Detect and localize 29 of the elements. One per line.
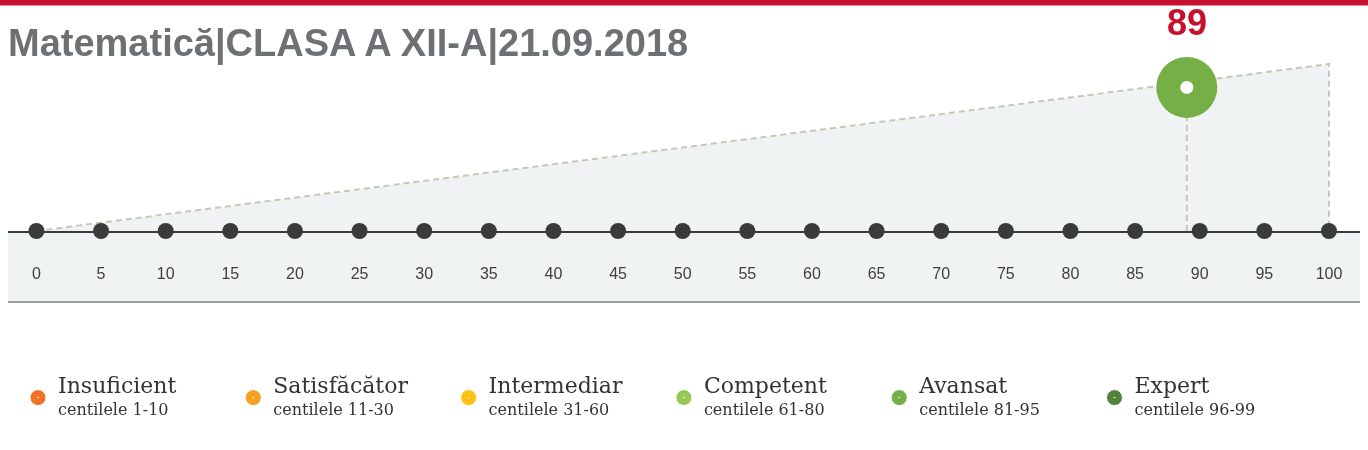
x-tick-label: 50	[673, 265, 692, 283]
x-tick-label: 75	[996, 265, 1015, 283]
x-tick-label: 100	[1315, 265, 1343, 283]
x-tick-label: 40	[544, 265, 563, 283]
x-tick-label: 5	[96, 265, 106, 283]
legend-label: Expert centilele 96-99	[1134, 373, 1256, 420]
x-tick-label: 85	[1126, 265, 1145, 283]
x-tick-label: 95	[1255, 265, 1274, 283]
x-tick-label: 15	[221, 265, 240, 283]
x-tick-label: 55	[738, 265, 757, 283]
x-tick-label: 30	[415, 265, 434, 283]
x-tick-label: 65	[867, 265, 886, 283]
x-tick-label: 10	[156, 265, 175, 283]
x-tick-label: 0	[31, 265, 41, 283]
legend-label: Satisfăcător centilele 11-30	[273, 373, 409, 420]
legend-label: Intermediar centilele 31-60	[488, 373, 623, 420]
annotation: 89	[1167, 2, 1208, 43]
legend-label: Competent centilele 61-80	[703, 373, 827, 420]
x-tick-label: 20	[286, 265, 304, 283]
x-tick-label: 90	[1190, 265, 1209, 283]
x-tick-label: 80	[1061, 265, 1080, 283]
chart-title: Matematică|CLASA A XII-A|21.09.2018	[8, 22, 689, 66]
legend-label: Insuficient centilele 1-10	[58, 373, 177, 420]
x-tick-label: 35	[479, 265, 498, 283]
x-tick-label: 45	[609, 265, 628, 283]
x-tick-label: 25	[350, 265, 369, 283]
x-tick-label: 70	[932, 265, 951, 283]
x-tick-label: 60	[803, 265, 821, 283]
legend-label: Avansat centilele 81-95	[918, 373, 1040, 420]
